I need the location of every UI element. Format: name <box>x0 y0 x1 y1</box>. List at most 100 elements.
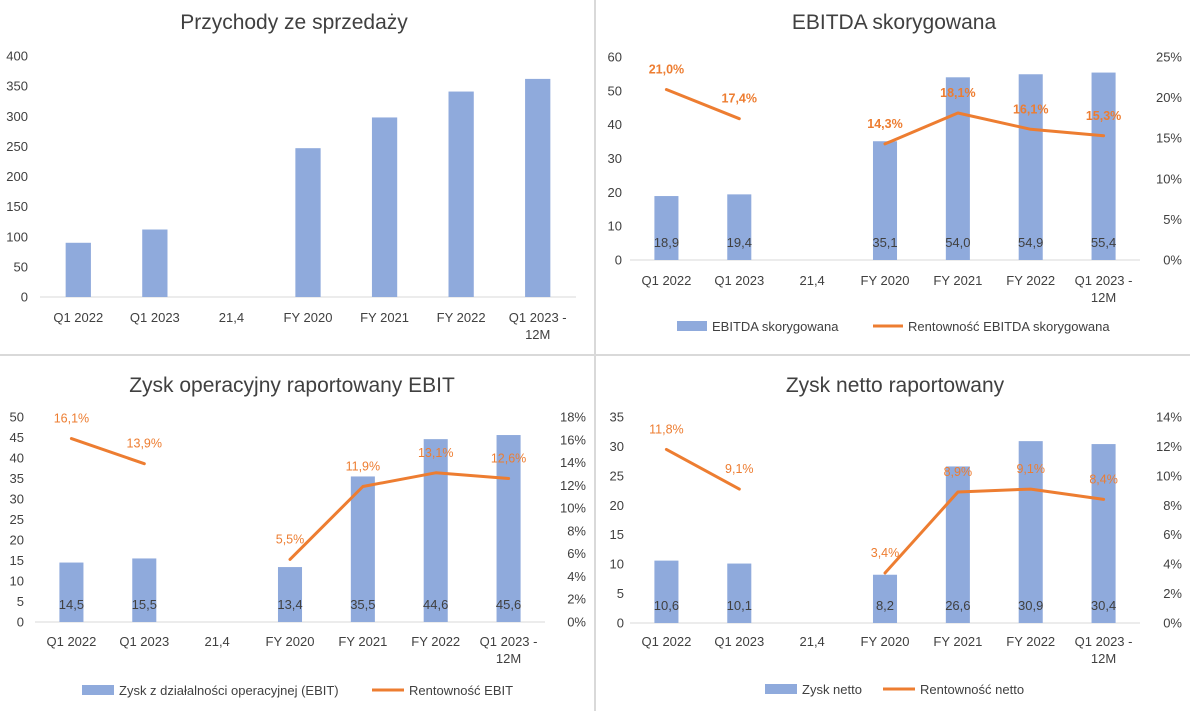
y2-tick-label: 0% <box>1163 616 1182 631</box>
x-tick-label: FY 2020 <box>284 310 333 325</box>
y-tick-label: 15 <box>610 527 624 542</box>
y-tick-label: 100 <box>6 229 28 244</box>
bar <box>654 196 679 260</box>
legend-swatch-bar <box>82 685 114 695</box>
line-series <box>664 88 741 121</box>
y2-tick-label: 4% <box>567 569 586 584</box>
y-tick-label: 300 <box>6 109 28 124</box>
y-tick-label: 5 <box>617 586 624 601</box>
y2-tick-label: 6% <box>1163 527 1182 542</box>
legend-swatch-bar <box>677 321 707 331</box>
line-data-label: 14,3% <box>867 117 902 131</box>
chart-title: EBITDA skorygowana <box>792 11 997 34</box>
y2-tick-label: 10% <box>560 501 586 516</box>
bar <box>371 117 398 297</box>
x-tick-label: 21,4 <box>204 634 229 649</box>
y2-tick-label: 8% <box>1163 498 1182 513</box>
line-data-label: 13,9% <box>127 437 162 451</box>
line-data-label: 15,3% <box>1086 109 1121 123</box>
bar-data-label: 8,2 <box>876 598 894 613</box>
y2-tick-label: 2% <box>1163 586 1182 601</box>
x-tick-label: FY 2022 <box>437 310 486 325</box>
y-tick-label: 45 <box>10 430 24 445</box>
y-tick-label: 60 <box>608 50 622 65</box>
line-series <box>288 471 511 561</box>
y2-tick-label: 0% <box>1163 253 1182 268</box>
x-tick-label: Q1 2023 <box>119 634 169 649</box>
y-tick-label: 50 <box>608 83 622 98</box>
line-data-label: 16,1% <box>54 412 89 426</box>
bar <box>1018 441 1043 623</box>
y-tick-label: 35 <box>10 471 24 486</box>
line-series <box>664 447 741 491</box>
chart-panel-net-profit: Zysk netto raportowany 0 5 10 15 20 25 30 35 0% 2%… <box>610 374 1183 697</box>
bar <box>727 563 752 623</box>
line-data-label: 11,9% <box>346 459 381 473</box>
bar-data-label: 19,4 <box>727 235 752 250</box>
y2-tick-label: 20% <box>1156 90 1182 105</box>
x-tick-label: Q1 2023 -12M <box>480 634 538 666</box>
y2-tick-label: 15% <box>1156 131 1182 146</box>
legend-label: EBITDA skorygowana <box>712 319 839 334</box>
x-tick-label: FY 2022 <box>1006 273 1055 288</box>
bar <box>872 574 898 623</box>
legend-label: Rentowność netto <box>920 682 1024 697</box>
y-tick-label: 250 <box>6 139 28 154</box>
chart-panel-revenue: Przychody ze sprzedaży 0 50 100 150 200 250 300… <box>6 11 576 342</box>
legend-label: Rentowność EBIT <box>409 683 513 698</box>
bar <box>727 194 752 260</box>
line-data-label: 5,5% <box>276 532 305 546</box>
bar <box>423 439 448 622</box>
y-tick-label: 400 <box>6 49 28 64</box>
bar-data-label: 54,9 <box>1018 235 1043 250</box>
x-tick-label: FY 2022 <box>1006 634 1055 649</box>
bar-data-label: 10,1 <box>727 598 752 613</box>
bar-data-label: 26,6 <box>945 598 970 613</box>
y-tick-label: 0 <box>617 616 624 631</box>
x-tick-label: FY 2021 <box>360 310 409 325</box>
y-tick-label: 40 <box>10 451 24 466</box>
x-tick-label: FY 2020 <box>861 634 910 649</box>
line-series <box>69 437 146 466</box>
x-tick-label: Q1 2023 -12M <box>509 310 567 342</box>
y-tick-label: 0 <box>21 290 28 305</box>
bar-data-label: 10,6 <box>654 598 679 613</box>
bar <box>945 77 970 260</box>
x-tick-label: Q1 2023 <box>714 634 764 649</box>
bar <box>277 567 303 622</box>
line-data-label: 9,1% <box>1016 462 1045 476</box>
y-tick-label: 20 <box>610 498 624 513</box>
y-tick-label: 30 <box>608 151 622 166</box>
bar-data-label: 35,1 <box>872 235 897 250</box>
x-tick-label: Q1 2023 <box>714 273 764 288</box>
x-tick-label: FY 2021 <box>338 634 387 649</box>
y2-tick-label: 16% <box>560 432 586 447</box>
y2-tick-label: 18% <box>560 410 586 425</box>
bar <box>1091 444 1116 623</box>
bar-data-label: 45,6 <box>496 597 521 612</box>
y2-tick-label: 8% <box>567 523 586 538</box>
bar-data-label: 35,5 <box>350 597 375 612</box>
bar <box>295 148 321 297</box>
bar <box>525 78 551 298</box>
bar-data-label: 30,9 <box>1018 598 1043 613</box>
x-tick-label: FY 2021 <box>933 273 982 288</box>
bar <box>1018 74 1043 260</box>
line-data-label: 18,1% <box>940 86 975 100</box>
y-tick-label: 0 <box>17 615 24 630</box>
x-tick-label: Q1 2023 -12M <box>1075 273 1133 305</box>
y-tick-label: 40 <box>608 117 622 132</box>
y-tick-label: 20 <box>10 533 24 548</box>
y-tick-label: 5 <box>17 594 24 609</box>
bar-data-label: 13,4 <box>277 597 302 612</box>
y-tick-label: 30 <box>10 492 24 507</box>
line-series <box>883 487 1106 575</box>
chart-panel-ebitda: EBITDA skorygowana 0 10 20 30 40 50 60 0% 5% 10% 15… <box>608 11 1183 334</box>
line-data-label: 16,1% <box>1013 102 1048 116</box>
line-data-label: 8,4% <box>1089 472 1118 486</box>
bar <box>1091 72 1116 261</box>
line-series <box>883 111 1106 146</box>
y-tick-label: 0 <box>615 253 622 268</box>
y2-tick-label: 0% <box>567 615 586 630</box>
x-tick-label: FY 2022 <box>411 634 460 649</box>
